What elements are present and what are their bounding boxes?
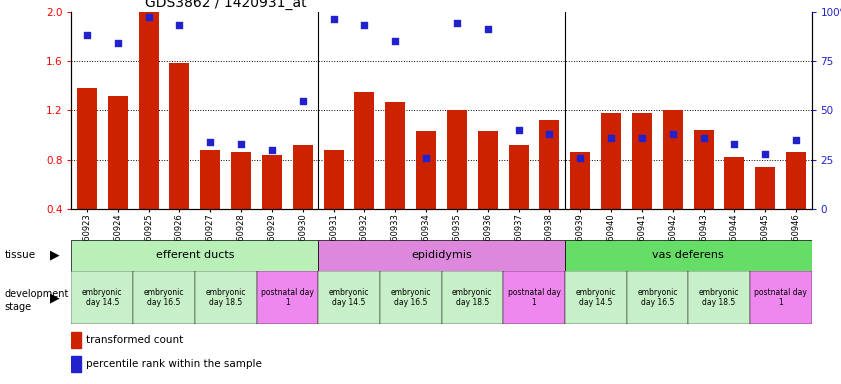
Bar [324,150,344,209]
Point [666,131,680,137]
Bar [71,332,81,349]
Bar [169,63,189,209]
Bar [570,152,590,209]
Point [172,22,186,28]
Point [80,32,93,38]
Bar [478,131,498,209]
Point [142,14,156,20]
Text: ▶: ▶ [50,249,60,262]
Bar [108,96,128,209]
Bar [503,271,565,324]
Text: postnatal day
1: postnatal day 1 [508,288,560,307]
Bar [385,102,405,209]
Text: GDS3862 / 1420931_at: GDS3862 / 1420931_at [145,0,307,10]
Text: postnatal day
1: postnatal day 1 [754,288,807,307]
Bar [786,152,807,209]
Bar [627,271,688,324]
Text: embryonic
day 16.5: embryonic day 16.5 [144,288,184,307]
Text: stage: stage [4,302,31,312]
Point [235,141,248,147]
Bar [565,271,627,324]
Point [420,155,433,161]
Text: embryonic
day 14.5: embryonic day 14.5 [329,288,369,307]
Text: epididymis: epididymis [411,250,472,260]
Bar [133,271,195,324]
Point [357,22,371,28]
Point [542,131,556,137]
Text: embryonic
day 18.5: embryonic day 18.5 [699,288,739,307]
Bar [416,131,436,209]
Text: embryonic
day 16.5: embryonic day 16.5 [390,288,431,307]
Text: tissue: tissue [4,250,35,260]
Bar [447,111,467,209]
Point [574,155,587,161]
Text: embryonic
day 14.5: embryonic day 14.5 [575,288,616,307]
Text: vas deferens: vas deferens [653,250,724,260]
Point [512,127,526,133]
Bar [195,271,257,324]
Text: transformed count: transformed count [86,335,183,345]
Point [327,17,341,23]
Bar [200,150,220,209]
Bar [539,120,559,209]
Text: embryonic
day 18.5: embryonic day 18.5 [452,288,493,307]
Bar [724,157,744,209]
Bar [688,271,750,324]
Point [727,141,741,147]
Bar [77,88,97,209]
Text: development: development [4,289,69,299]
Point [790,137,803,143]
Bar [139,12,159,209]
Bar [318,271,380,324]
Bar [318,240,565,271]
Point [450,20,463,26]
Bar [694,130,714,209]
Point [111,40,124,46]
Bar [293,145,313,209]
Text: ▶: ▶ [50,291,60,304]
Bar [262,155,282,209]
Bar [71,271,133,324]
Point [635,135,648,141]
Bar [442,271,503,324]
Point [389,38,402,44]
Bar [750,271,812,324]
Bar [632,113,652,209]
Bar [257,271,318,324]
Point [697,135,711,141]
Text: postnatal day
1: postnatal day 1 [261,288,314,307]
Bar [663,111,683,209]
Point [605,135,618,141]
Point [759,151,772,157]
Point [265,147,278,153]
Text: efferent ducts: efferent ducts [156,250,234,260]
Bar [509,145,529,209]
Bar [231,152,251,209]
Bar [565,240,812,271]
Bar [601,113,621,209]
Point [204,139,217,145]
Text: percentile rank within the sample: percentile rank within the sample [86,359,262,369]
Text: embryonic
day 18.5: embryonic day 18.5 [205,288,246,307]
Text: embryonic
day 14.5: embryonic day 14.5 [82,288,123,307]
Bar [354,92,374,209]
Bar [71,356,81,372]
Bar [755,167,775,209]
Bar [380,271,442,324]
Text: embryonic
day 16.5: embryonic day 16.5 [637,288,678,307]
Point [481,26,495,32]
Point [296,98,309,104]
Bar [71,240,318,271]
